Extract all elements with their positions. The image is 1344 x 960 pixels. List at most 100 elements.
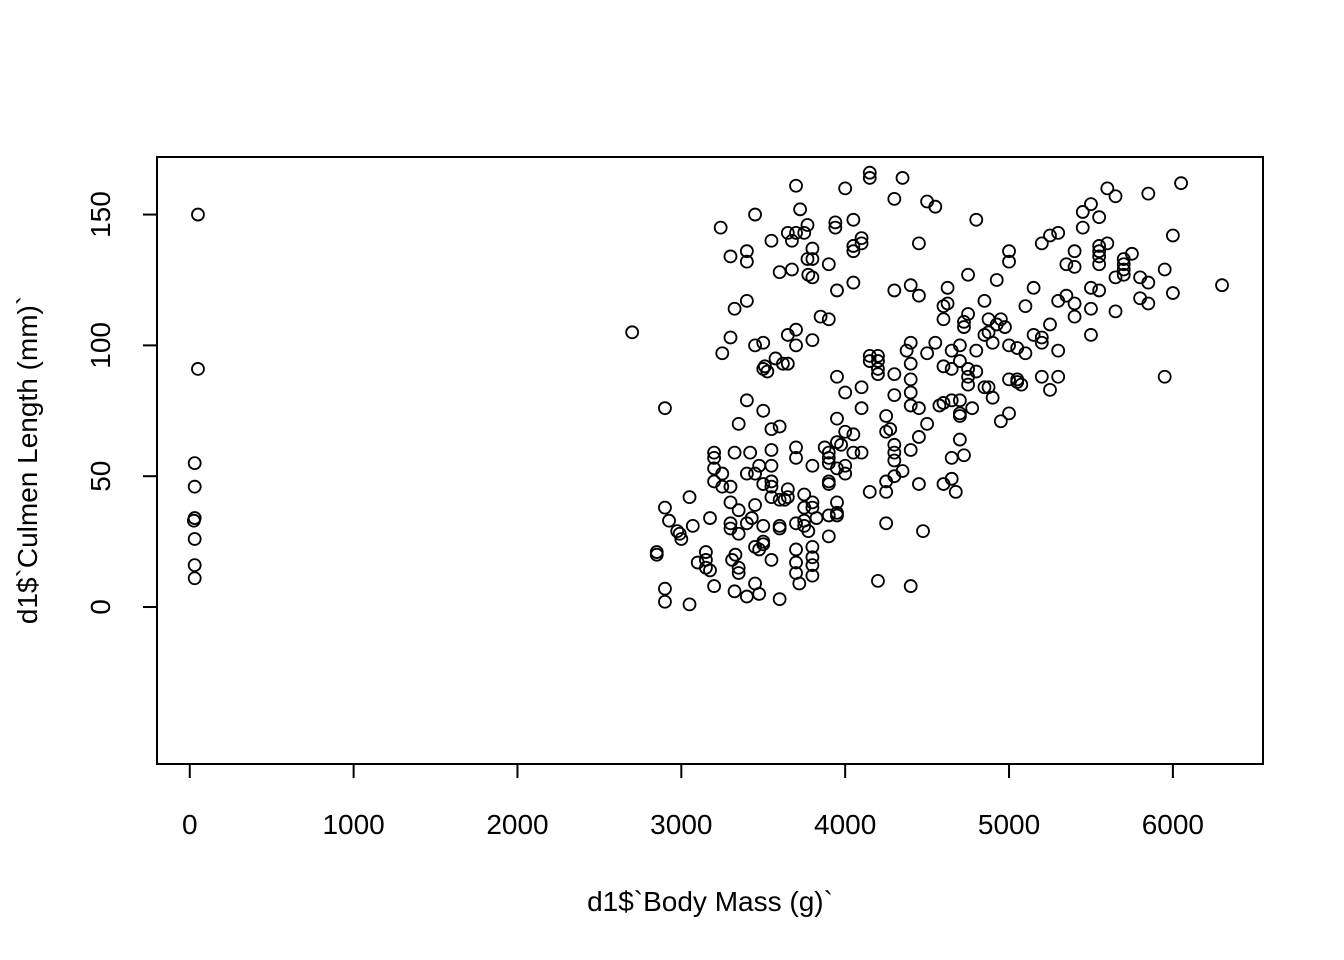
- data-point: [789, 178, 803, 193]
- data-point: [187, 456, 202, 471]
- data-point: [940, 296, 955, 311]
- data-point: [1092, 249, 1107, 264]
- data-point: [936, 359, 951, 374]
- data-point: [780, 225, 795, 240]
- data-point: [785, 233, 799, 248]
- data-point: [838, 181, 853, 196]
- data-point: [805, 568, 820, 583]
- data-point: [985, 335, 1000, 350]
- data-point: [760, 364, 775, 379]
- x-tick-label: 0: [182, 809, 198, 840]
- data-point: [805, 252, 820, 266]
- data-point: [1100, 181, 1115, 196]
- data-point: [756, 335, 771, 350]
- data-point: [1034, 335, 1049, 350]
- data-point: [920, 346, 935, 361]
- data-point: [821, 450, 836, 465]
- y-tick-label: 150: [85, 191, 116, 238]
- data-point: [649, 547, 664, 562]
- data-point: [191, 207, 205, 222]
- data-point: [728, 547, 743, 562]
- data-point: [936, 396, 951, 410]
- data-point: [707, 579, 721, 593]
- data-point: [834, 437, 848, 452]
- data-point: [1014, 377, 1029, 392]
- data-point: [838, 424, 853, 439]
- data-point: [1002, 406, 1016, 421]
- data-point: [1002, 254, 1016, 269]
- data-point: [1043, 317, 1057, 332]
- data-point: [1018, 346, 1033, 361]
- data-points: [186, 165, 1229, 612]
- data-point: [789, 225, 803, 240]
- data-point: [916, 524, 930, 539]
- data-point: [862, 484, 877, 499]
- data-point: [658, 581, 672, 596]
- data-point: [805, 333, 820, 348]
- data-point: [772, 419, 787, 434]
- data-point: [785, 262, 799, 277]
- data-point: [780, 490, 795, 505]
- data-point: [912, 401, 926, 416]
- data-point: [731, 526, 746, 541]
- data-point: [727, 445, 742, 460]
- data-point: [821, 508, 836, 523]
- x-tick-label: 5000: [978, 809, 1040, 840]
- data-point: [993, 312, 1008, 327]
- data-point: [764, 490, 779, 505]
- data-point: [1026, 280, 1041, 295]
- data-point: [821, 529, 836, 544]
- data-point: [1084, 197, 1098, 211]
- data-point: [830, 495, 844, 510]
- data-point: [871, 573, 885, 588]
- data-point: [1067, 296, 1082, 311]
- data-point: [772, 521, 787, 536]
- data-point: [805, 458, 820, 473]
- data-point: [936, 312, 951, 327]
- data-point: [854, 401, 869, 416]
- data-point: [846, 445, 861, 460]
- y-tick-label: 50: [85, 461, 116, 492]
- data-point: [903, 356, 918, 371]
- y-tick-label: 0: [85, 599, 116, 615]
- data-point: [846, 275, 861, 290]
- data-point: [772, 592, 787, 607]
- data-point: [944, 450, 959, 465]
- data-point: [952, 409, 967, 423]
- data-point: [1141, 186, 1156, 201]
- data-point: [830, 283, 844, 298]
- data-point: [961, 267, 975, 282]
- data-point: [1084, 328, 1098, 342]
- data-point: [764, 474, 779, 489]
- data-point: [952, 393, 967, 408]
- data-point: [948, 484, 963, 499]
- data-point: [793, 202, 808, 217]
- data-point: [1092, 239, 1107, 253]
- data-point: [723, 516, 738, 531]
- data-point: [993, 414, 1008, 429]
- data-point: [965, 401, 980, 416]
- data-point: [739, 393, 754, 408]
- data-point: [715, 479, 730, 494]
- data-point: [805, 495, 820, 510]
- data-point: [830, 411, 844, 426]
- data-point: [854, 445, 869, 460]
- data-point: [977, 380, 992, 395]
- data-point: [1026, 328, 1041, 342]
- data-point: [805, 558, 820, 573]
- data-point: [998, 320, 1012, 334]
- data-point: [764, 233, 779, 248]
- data-point: [764, 479, 779, 494]
- data-point: [764, 422, 779, 437]
- data-point: [1092, 257, 1107, 272]
- data-point: [1051, 369, 1066, 384]
- data-point: [723, 495, 738, 510]
- data-point: [1100, 236, 1115, 251]
- data-point: [670, 524, 685, 539]
- data-point: [871, 362, 885, 376]
- data-point: [1141, 296, 1156, 311]
- data-point: [727, 301, 742, 316]
- data-point: [789, 542, 803, 557]
- data-point: [743, 445, 758, 460]
- data-point: [739, 589, 754, 604]
